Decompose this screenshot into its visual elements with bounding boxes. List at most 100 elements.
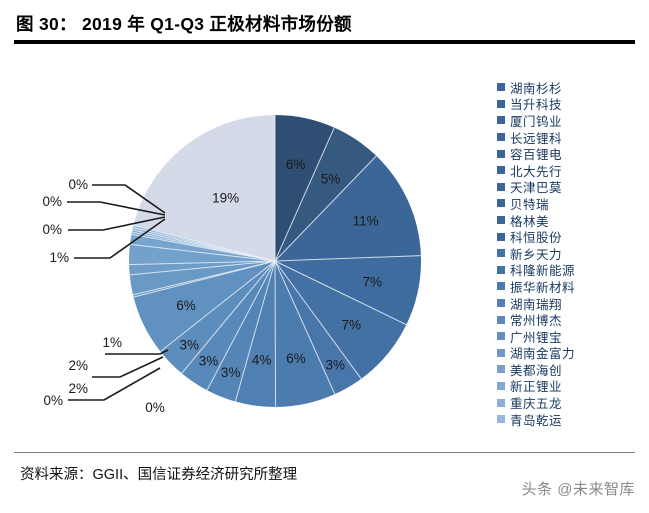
legend-swatch-icon bbox=[497, 299, 505, 308]
legend-item-label: 新正锂业 bbox=[510, 380, 563, 395]
legend-item[interactable]: 振华新材料 bbox=[497, 278, 643, 295]
pie-slice-separator bbox=[181, 260, 276, 374]
legend-item[interactable]: 容百锂电 bbox=[497, 145, 643, 162]
watermark: 头条 @未来智库 bbox=[521, 481, 635, 498]
pie-callout-value-label: 0% bbox=[68, 177, 88, 192]
footer-divider bbox=[14, 452, 635, 453]
pie-slice[interactable] bbox=[275, 261, 407, 379]
legend-item-label: 青岛乾运 bbox=[510, 413, 563, 428]
figure-title-bar: 图 30： 2019 年 Q1-Q3 正极材料市场份额 bbox=[16, 8, 634, 38]
legend-item-label: 湖南瑞翔 bbox=[510, 297, 563, 312]
legend-item-label: 振华新材料 bbox=[510, 280, 576, 295]
pie-slice-separator bbox=[129, 243, 276, 262]
pie-slice[interactable] bbox=[275, 127, 377, 261]
legend-item[interactable]: 新正锂业 bbox=[497, 378, 643, 395]
legend-item-label: 常州博杰 bbox=[510, 314, 563, 329]
legend-item-label: 湖南杉杉 bbox=[510, 81, 563, 96]
pie-callout-value-label: 0% bbox=[145, 400, 165, 415]
legend-item[interactable]: 青岛乾运 bbox=[497, 411, 643, 428]
legend-item[interactable]: 天津巴莫 bbox=[497, 179, 643, 196]
pie-slice-separator bbox=[234, 260, 276, 402]
legend-item-label: 湖南金富力 bbox=[510, 347, 576, 362]
pie-callout-value-label: 1% bbox=[49, 250, 69, 265]
legend-item-label: 厦门钨业 bbox=[510, 114, 563, 129]
pie-slice-separator bbox=[274, 155, 377, 262]
pie-slice[interactable] bbox=[235, 261, 276, 408]
legend-item-label: 北大先行 bbox=[510, 164, 563, 179]
pie-slice-value-label: 4% bbox=[252, 352, 272, 367]
pie-slice[interactable] bbox=[133, 261, 275, 352]
pie-slice-value-label: 19% bbox=[212, 191, 239, 206]
pie-slice[interactable] bbox=[275, 261, 362, 395]
pie-slice-separator bbox=[274, 260, 277, 408]
chart-legend: 湖南杉杉当升科技 厦门钨业 长远锂科 容百锂电北大先行天津巴莫 贝特瑞 格林美 科恒股份新乡… bbox=[497, 79, 643, 428]
chart-area: 6% 5% 11% 7% 7% 3% 6% 4% 3% 3% 3% 6% 19% 0% 0% 0% 1% 1% 2%… bbox=[0, 50, 649, 442]
legend-swatch-icon bbox=[497, 133, 505, 142]
pie-slice-separator bbox=[132, 260, 276, 296]
legend-swatch-icon bbox=[497, 315, 505, 324]
pie-callout-value-label: 0% bbox=[42, 222, 62, 237]
legend-item[interactable]: 贝特瑞 bbox=[497, 195, 643, 212]
pie-slice[interactable] bbox=[275, 255, 421, 325]
pie-slice[interactable] bbox=[275, 261, 335, 407]
pie-slice-separator bbox=[274, 255, 421, 262]
legend-item[interactable]: 长远锂科 bbox=[497, 129, 643, 146]
pie-callout-value-label: 0% bbox=[43, 393, 63, 408]
pie-slice-value-label: 6% bbox=[286, 157, 306, 172]
legend-item[interactable]: 湖南金富力 bbox=[497, 345, 643, 362]
legend-swatch-icon bbox=[497, 166, 505, 175]
legend-item-label: 新乡天力 bbox=[510, 247, 563, 262]
legend-item-label: 美都海创 bbox=[510, 363, 563, 378]
legend-item-label: 天津巴莫 bbox=[510, 181, 563, 196]
legend-swatch-icon bbox=[497, 232, 505, 241]
legend-swatch-icon bbox=[497, 99, 505, 108]
pie-slice-labels: 6%5%11%7%7%3%6%4%3%3%3%6%19%0%0%0%1%1%2%… bbox=[42, 157, 381, 415]
legend-swatch-icon bbox=[497, 348, 505, 357]
legend-item[interactable]: 当升科技 bbox=[497, 96, 643, 113]
legend-swatch-icon bbox=[497, 365, 505, 374]
source-note: 资料来源：GGII、国信证券经济研究所整理 bbox=[20, 467, 298, 483]
legend-item-label: 科隆新能源 bbox=[510, 264, 576, 279]
legend-swatch-icon bbox=[497, 265, 505, 274]
legend-item[interactable]: 科恒股份 bbox=[497, 228, 643, 245]
legend-item[interactable]: 厦门钨业 bbox=[497, 112, 643, 129]
legend-swatch-icon bbox=[497, 83, 505, 92]
legend-swatch-icon bbox=[497, 282, 505, 291]
legend-swatch-icon bbox=[497, 381, 505, 390]
pie-slice-separator bbox=[160, 260, 276, 352]
page-title: 图 30： 2019 年 Q1-Q3 正极材料市场份额 bbox=[16, 13, 352, 34]
legend-item[interactable]: 重庆五龙 bbox=[497, 394, 643, 411]
legend-item-label: 贝特瑞 bbox=[510, 197, 550, 212]
pie-slice[interactable] bbox=[275, 115, 335, 261]
pie-slice[interactable] bbox=[207, 261, 275, 402]
pie-slice-value-label: 7% bbox=[362, 274, 382, 289]
pie-chart: 6%5%11%7%7%3%6%4%3%3%3%6%19%0%0%0%1%1%2%… bbox=[42, 115, 421, 415]
legend-item[interactable]: 新乡天力 bbox=[497, 245, 643, 262]
legend-item[interactable]: 美都海创 bbox=[497, 361, 643, 378]
pie-slice-value-label: 6% bbox=[286, 351, 306, 366]
pie-slice-separators bbox=[129, 115, 421, 408]
pie-slice-separator bbox=[133, 224, 276, 262]
legend-item[interactable]: 格林美 bbox=[497, 212, 643, 229]
legend-item[interactable]: 常州博杰 bbox=[497, 311, 643, 328]
pie-slice-separator bbox=[129, 260, 276, 276]
legend-item[interactable]: 广州锂宝 bbox=[497, 328, 643, 345]
pie-slice[interactable] bbox=[275, 155, 421, 261]
legend-swatch-icon bbox=[497, 216, 505, 225]
legend-item[interactable]: 湖南杉杉 bbox=[497, 79, 643, 96]
pie-slice-separator bbox=[274, 127, 335, 262]
pie-slice[interactable] bbox=[181, 261, 275, 391]
legend-item[interactable]: 科隆新能源 bbox=[497, 262, 643, 279]
legend-swatch-icon bbox=[497, 415, 505, 424]
pie-slice[interactable] bbox=[129, 244, 275, 265]
pie-slice[interactable] bbox=[160, 261, 275, 374]
legend-item-label: 当升科技 bbox=[510, 98, 563, 113]
pie-slice-value-label: 11% bbox=[353, 214, 379, 229]
legend-item[interactable]: 北大先行 bbox=[497, 162, 643, 179]
legend-swatch-icon bbox=[497, 332, 505, 341]
pie-slice[interactable] bbox=[133, 115, 275, 261]
legend-item[interactable]: 湖南瑞翔 bbox=[497, 295, 643, 312]
pie-slice-separator bbox=[274, 260, 362, 380]
legend-swatch-icon bbox=[497, 182, 505, 191]
